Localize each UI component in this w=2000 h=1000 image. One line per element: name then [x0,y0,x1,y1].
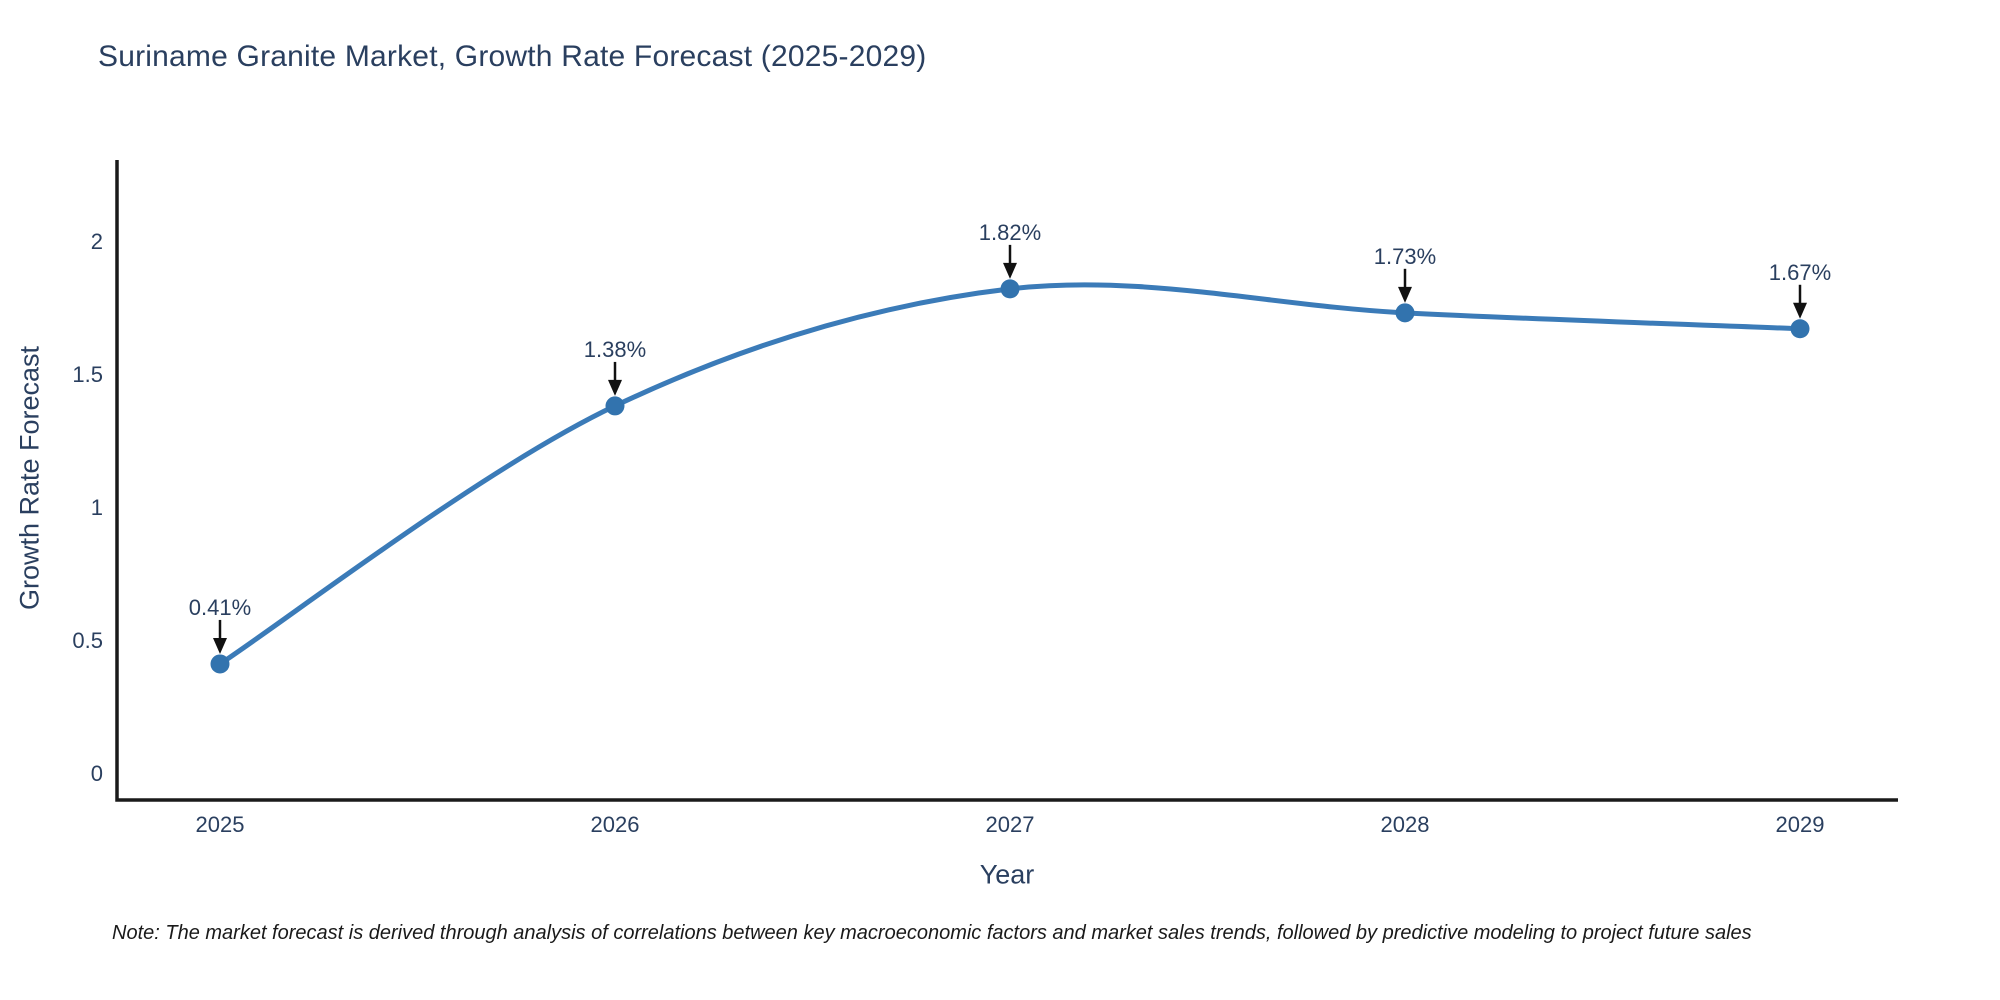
annotation-arrow-head [1398,286,1412,303]
y-tick-label: 0 [91,761,103,786]
axis-lines [115,160,1898,802]
x-tick-label: 2027 [986,812,1035,837]
annotation-label: 1.82% [979,220,1041,245]
footnote: Note: The market forecast is derived thr… [112,922,1752,944]
y-tick-label: 1.5 [72,362,103,387]
y-tick-label: 0.5 [72,628,103,653]
annotation-arrow-head [213,637,227,654]
x-tick-label: 2029 [1776,812,1825,837]
trend-line [217,282,1803,667]
data-point-2025[interactable] [210,654,230,674]
y-tick-label: 2 [91,229,103,254]
x-axis-title: Year [979,859,1035,890]
chart-title: Suriname Granite Market, Growth Rate For… [98,40,927,73]
y-axis-title: Growth Rate Forecast [14,345,45,611]
data-point-2028[interactable] [1395,303,1415,323]
data-point-2026[interactable] [605,396,625,416]
annotation-label: 0.41% [189,595,251,620]
y-tick-label: 1 [91,495,103,520]
annotation-label: 1.38% [584,337,646,362]
annotation-label: 1.73% [1374,244,1436,269]
annotation-arrow-head [608,379,622,396]
x-tick-label: 2028 [1381,812,1430,837]
data-point-2029[interactable] [1790,319,1810,339]
x-tick-label: 2026 [591,812,640,837]
annotation-label: 1.67% [1769,260,1831,285]
data-point-2027[interactable] [1000,279,1020,299]
annotation-arrow-head [1003,262,1017,279]
annotation-arrow-head [1793,302,1807,319]
x-tick-label: 2025 [196,812,245,837]
